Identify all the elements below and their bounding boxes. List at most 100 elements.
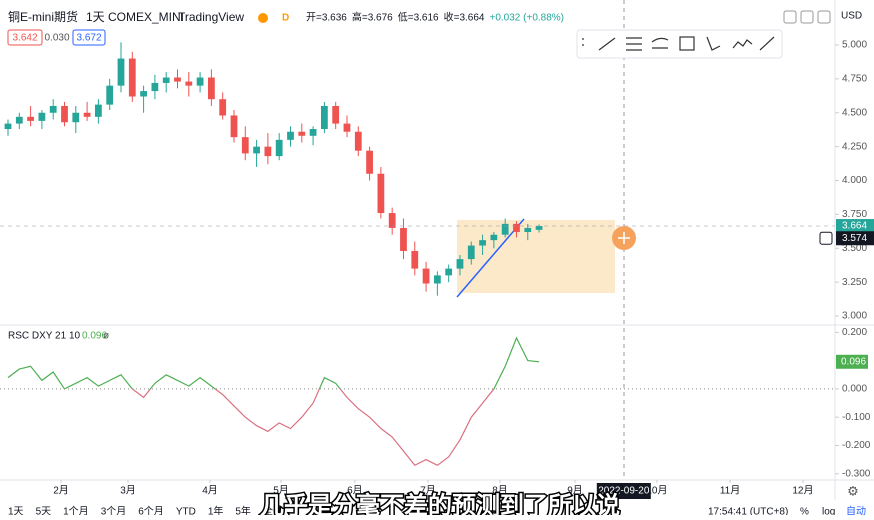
- candle-body: [83, 112, 91, 117]
- candle-body: [456, 259, 464, 269]
- range-button[interactable]: YTD: [176, 507, 196, 518]
- tool-line[interactable]: [598, 37, 616, 51]
- ask-box[interactable]: [72, 29, 106, 46]
- drawing-toolbar: [576, 29, 783, 59]
- y-tick-label: -0.300: [842, 468, 871, 479]
- ohlc-item: +0.032 (+0.88%): [490, 13, 565, 24]
- bid[interactable]: 3.642: [12, 33, 37, 44]
- ohlc-item: 低=3.616: [398, 11, 439, 24]
- candle-body: [298, 131, 306, 136]
- range-button[interactable]: 5天: [36, 507, 52, 518]
- candle-body: [27, 116, 34, 121]
- candle-body: [128, 58, 136, 97]
- candle-body: [140, 91, 147, 97]
- ohlc-legend: 开=3.636 高=3.676 低=3.616 收=3.664 +0.032 (+0.8…: [306, 11, 564, 24]
- indicator-value-box: [836, 354, 868, 369]
- tool-pitchfork[interactable]: [651, 37, 669, 49]
- exchange: COMEX_MINI: [108, 10, 184, 24]
- x-tick-label: 9月: [567, 485, 583, 497]
- candle-body: [174, 77, 181, 82]
- btn[interactable]: [783, 10, 797, 24]
- range-button[interactable]: 6个月: [138, 506, 164, 518]
- candle-body: [490, 234, 498, 241]
- spread: 0.030: [44, 33, 69, 44]
- candle-body: [151, 82, 159, 92]
- y-tick-label: 4.250: [842, 141, 867, 152]
- tool-rect[interactable]: [679, 36, 695, 51]
- x-tick-label: 2月: [53, 485, 69, 497]
- btn[interactable]: [800, 10, 814, 24]
- price-pane: 5.000 4.750 4.500 4.250 4.000 3.750 3.500 3.250…: [4, 40, 874, 322]
- bottom-toolbar: 1天 5天 1个月 3个月 6个月 YTD 1年 5年 全部 17:54:41 (UTC+8)% l…: [8, 505, 866, 518]
- y-tick-label: 3.500: [842, 243, 867, 254]
- candle-body: [320, 105, 328, 130]
- tool-channel[interactable]: [626, 37, 642, 51]
- candle-body: [219, 99, 227, 116]
- clock: 17:54:41 (UTC+8): [708, 507, 788, 515]
- settings-icon[interactable]: ⚙: [847, 483, 859, 498]
- candle-body: [117, 58, 125, 86]
- candle-body: [264, 146, 272, 157]
- position-zone[interactable]: [457, 220, 615, 293]
- indicator-pane: 0.200 0.000 -0.100 -0.200 -0.300 0.096: [0, 327, 871, 479]
- symbol[interactable]: 铜E-mini期货: [8, 9, 78, 24]
- status-dot: [258, 13, 268, 23]
- ohlc-item: 开=3.636: [306, 13, 347, 24]
- x-tick-label: 11月: [720, 485, 740, 497]
- candle-body: [411, 250, 419, 269]
- candle-body: [332, 105, 340, 124]
- currency[interactable]: USD: [841, 11, 862, 22]
- y-tick-label: 4.500: [842, 107, 867, 118]
- y-tick-label: -0.200: [842, 440, 871, 451]
- range-button[interactable]: 1天: [8, 507, 24, 518]
- btn[interactable]: [817, 10, 831, 24]
- range-button[interactable]: 3个月: [101, 506, 127, 518]
- bid-box[interactable]: [7, 29, 43, 46]
- range-button[interactable]: 5年: [235, 505, 251, 518]
- candle-body: [422, 268, 430, 284]
- time-axis: 2月 3月 4月 5月 6月 7月 8月 9月 10月 11月 12月 2022-09-20: [53, 480, 813, 499]
- trend-line[interactable]: [456, 218, 525, 298]
- candle-body: [467, 245, 475, 260]
- crosshair-price-box: [836, 231, 874, 246]
- y-tick-label: 3.750: [842, 209, 867, 220]
- percent-toggle: %: [800, 507, 809, 515]
- video-subtitle: 几乎是分毫不差的预测到了所以说: [260, 491, 620, 515]
- x-tick-label: 7月: [420, 485, 436, 497]
- range-button[interactable]: 全部: [263, 505, 283, 518]
- candle-body: [309, 129, 317, 136]
- tool-path[interactable]: [706, 36, 721, 51]
- crosshair-date-box: [596, 483, 651, 499]
- indicator-title: RSC DXY 21 10: [8, 331, 81, 342]
- candle-body: [501, 223, 509, 235]
- x-tick-label: 4月: [202, 485, 218, 497]
- candle-body: [535, 226, 543, 230]
- interval[interactable]: 1天: [86, 10, 105, 24]
- y-tick-label: 3.000: [842, 311, 867, 322]
- candle-body: [433, 275, 441, 284]
- ohlc-item: 高=3.676: [352, 11, 393, 24]
- candle-body: [162, 77, 170, 83]
- y-tick-label: 4.750: [842, 74, 867, 85]
- range-button[interactable]: 1个月: [63, 506, 89, 518]
- candle-body: [4, 123, 12, 130]
- ask[interactable]: 3.672: [76, 33, 101, 44]
- candle-body: [38, 112, 46, 121]
- range-button[interactable]: 1年: [208, 505, 224, 518]
- candle-body: [479, 240, 486, 246]
- delay-flag: D: [282, 13, 289, 24]
- y-tick-label: 4.000: [842, 175, 867, 186]
- auto-toggle: 自动: [846, 505, 866, 515]
- candle-body: [400, 227, 407, 251]
- candle-body: [354, 131, 362, 151]
- indicator-value: 0.096: [82, 331, 107, 342]
- candle-body: [196, 77, 204, 86]
- tool-wave[interactable]: [732, 39, 753, 49]
- candle-body: [95, 104, 102, 117]
- tool-ray[interactable]: [759, 36, 775, 51]
- candle-body: [15, 116, 23, 124]
- candle-body: [106, 85, 114, 105]
- x-tick-label: 12月: [792, 485, 813, 497]
- candle-body: [185, 81, 193, 86]
